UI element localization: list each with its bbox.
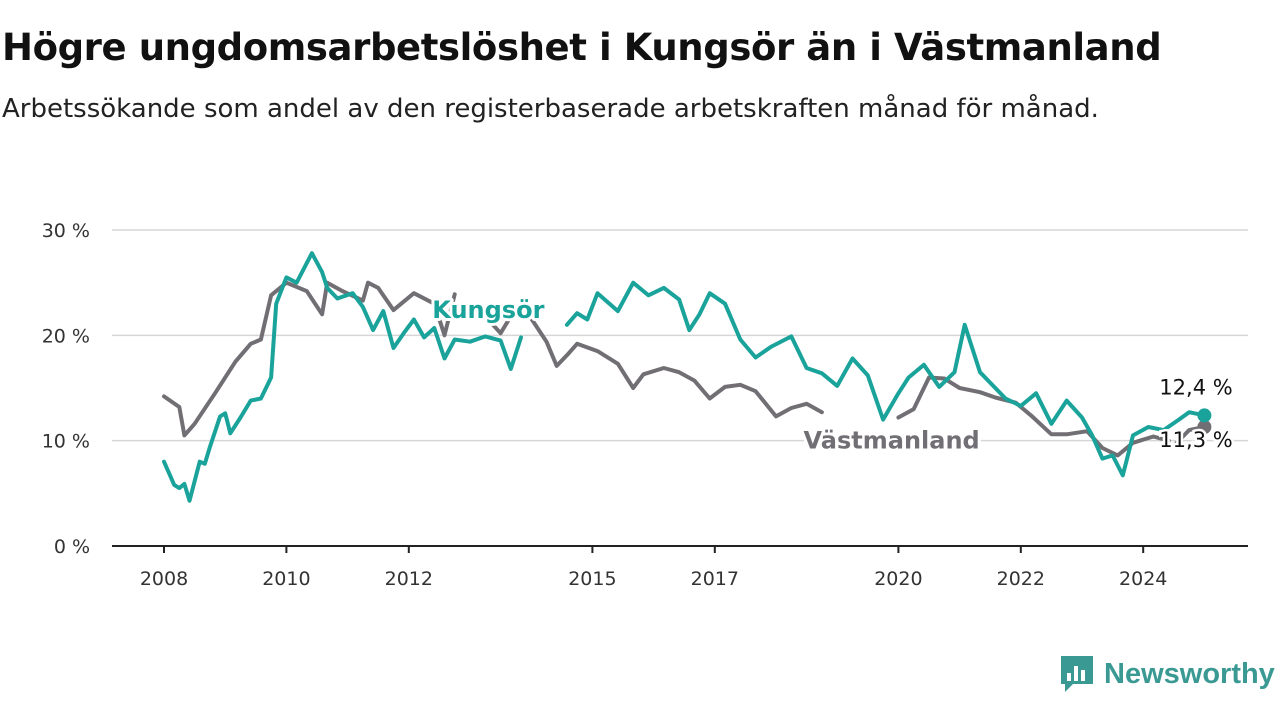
brand-name: Newsworthy	[1104, 657, 1275, 690]
series-name-label: Västmanland	[804, 427, 980, 455]
x-tick-label: 2022	[997, 568, 1045, 590]
series-name-label: Kungsör	[432, 296, 544, 324]
y-axis-ticks: 0 % 10 % 20 % 30 %	[42, 220, 90, 558]
x-tick-label: 2024	[1119, 568, 1167, 590]
x-tick-label: 2010	[262, 568, 310, 590]
y-tick-label: 0 %	[54, 536, 90, 558]
x-tick-label: 2017	[691, 568, 739, 590]
y-tick-label: 30 %	[42, 220, 90, 242]
newsworthy-logo-icon	[1061, 656, 1093, 692]
x-tick-label: 2015	[568, 568, 616, 590]
x-tick-label: 2008	[140, 568, 188, 590]
x-axis: 2008 2010 2012 2015 2017 2020 2022 2024	[112, 545, 1248, 590]
series-line-kungsör	[162, 251, 1207, 503]
end-point-kungsör	[1197, 408, 1212, 423]
series-lines	[162, 251, 1212, 503]
chart-title: Högre ungdomsarbetslöshet i Kungsör än i…	[2, 26, 1162, 69]
chart-subtitle: Arbetssökande som andel av den registerb…	[2, 94, 1099, 124]
newsworthy-brand: Newsworthy	[1059, 654, 1275, 694]
y-tick-label: 20 %	[42, 325, 90, 347]
series-line-västmanland	[162, 280, 1207, 458]
y-tick-label: 10 %	[42, 431, 90, 453]
x-tick-label: 2012	[385, 568, 433, 590]
series-labels: Kungsör Västmanland 12,4 % 11,3 %	[429, 293, 1235, 458]
end-value-label: 12,4 %	[1159, 375, 1232, 399]
gridlines	[112, 229, 1248, 442]
x-tick-label: 2020	[874, 568, 922, 590]
end-point-västmanland	[1197, 420, 1212, 434]
end-value-label: 11,3 %	[1159, 428, 1232, 452]
